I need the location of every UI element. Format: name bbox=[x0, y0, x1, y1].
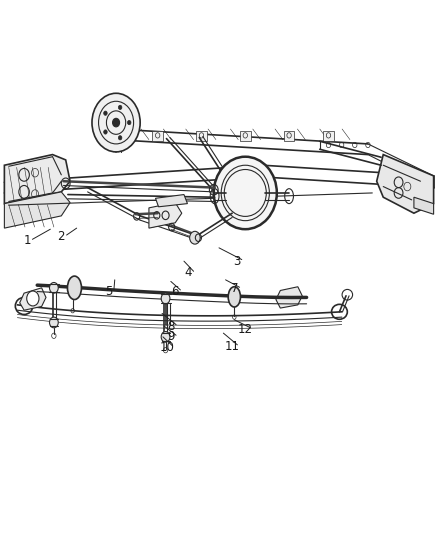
Circle shape bbox=[127, 120, 131, 125]
Ellipse shape bbox=[67, 276, 81, 300]
Text: 11: 11 bbox=[225, 340, 240, 353]
Polygon shape bbox=[4, 192, 70, 228]
Text: 8: 8 bbox=[167, 320, 174, 333]
Circle shape bbox=[118, 105, 122, 109]
Polygon shape bbox=[4, 155, 70, 204]
Text: 4: 4 bbox=[184, 266, 192, 279]
Ellipse shape bbox=[228, 287, 240, 307]
Text: 5: 5 bbox=[105, 285, 112, 298]
Polygon shape bbox=[155, 195, 187, 207]
Circle shape bbox=[27, 291, 39, 306]
Polygon shape bbox=[377, 155, 434, 213]
Text: 7: 7 bbox=[230, 282, 238, 295]
Polygon shape bbox=[152, 131, 163, 141]
Text: 2: 2 bbox=[57, 230, 65, 243]
Polygon shape bbox=[149, 203, 182, 228]
Circle shape bbox=[190, 231, 200, 244]
Circle shape bbox=[104, 111, 107, 115]
Text: 1: 1 bbox=[23, 235, 31, 247]
Circle shape bbox=[161, 293, 170, 304]
Circle shape bbox=[104, 130, 107, 134]
Polygon shape bbox=[284, 131, 294, 141]
Polygon shape bbox=[414, 197, 434, 214]
Circle shape bbox=[118, 136, 122, 140]
Polygon shape bbox=[276, 287, 302, 308]
Polygon shape bbox=[240, 131, 251, 141]
Circle shape bbox=[113, 118, 120, 127]
Circle shape bbox=[92, 93, 140, 152]
Text: 9: 9 bbox=[167, 330, 175, 343]
Polygon shape bbox=[323, 131, 334, 141]
Polygon shape bbox=[20, 288, 46, 310]
Text: 12: 12 bbox=[238, 323, 253, 336]
Polygon shape bbox=[196, 131, 207, 141]
Text: 3: 3 bbox=[233, 255, 240, 268]
Circle shape bbox=[49, 317, 58, 328]
Text: 6: 6 bbox=[171, 285, 179, 298]
Circle shape bbox=[49, 282, 58, 293]
Ellipse shape bbox=[214, 157, 277, 229]
Circle shape bbox=[161, 332, 170, 342]
Text: 10: 10 bbox=[160, 341, 175, 354]
